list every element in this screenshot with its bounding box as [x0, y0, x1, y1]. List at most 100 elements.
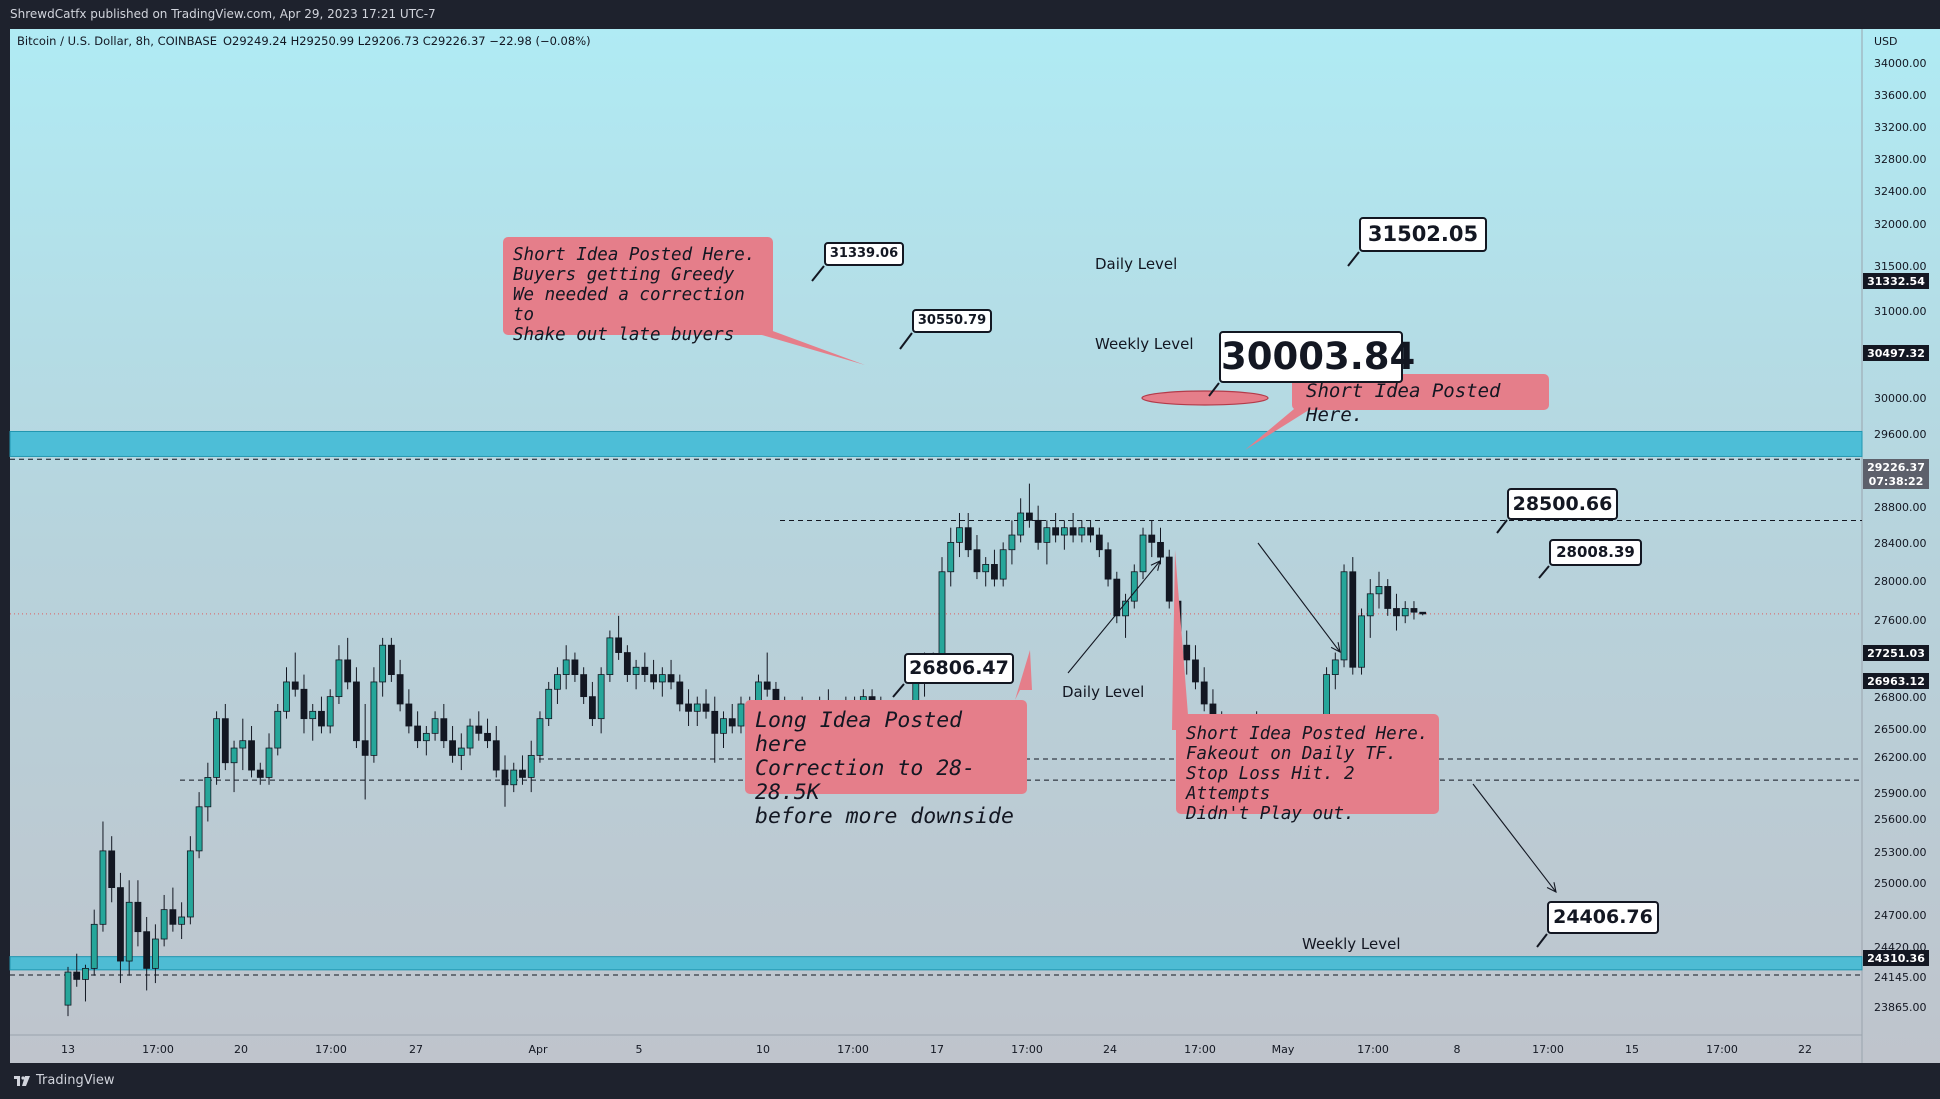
y-tick-label: 26800.00	[1874, 691, 1927, 704]
candle-106	[991, 549, 998, 587]
candle-body	[265, 747, 273, 778]
candle-body	[248, 740, 255, 771]
candle-body	[527, 754, 535, 778]
candle-body	[658, 674, 666, 683]
candle-110	[1026, 483, 1033, 528]
callout-pointer-3	[1208, 382, 1220, 397]
candle-body	[763, 681, 771, 690]
candle-body	[99, 850, 107, 925]
candle-101	[947, 527, 955, 587]
callout-31339: 31339.06	[824, 242, 904, 266]
candle-105	[982, 557, 990, 587]
y-tick-label: 25900.00	[1874, 787, 1927, 800]
candle-body	[160, 909, 168, 940]
candle-76	[728, 703, 736, 734]
candle-70	[676, 674, 684, 712]
candle-65	[632, 659, 640, 690]
candle-body	[344, 659, 352, 683]
price-tag-2: 29226.37	[1863, 459, 1929, 475]
candle-108	[1008, 520, 1016, 565]
x-tick-label: 10	[756, 1043, 770, 1056]
candle-43	[440, 703, 448, 749]
candle-body	[1095, 534, 1103, 551]
callout-pointer-4	[1496, 519, 1508, 534]
candle-body	[973, 549, 981, 573]
candle-31	[335, 645, 343, 704]
candle-75	[720, 711, 727, 749]
candle-body	[650, 674, 657, 683]
x-tick-label: Apr	[528, 1043, 548, 1056]
candle-72	[693, 696, 701, 727]
candle-20	[239, 718, 247, 771]
candle-body	[1340, 571, 1348, 661]
y-tick-label: 24145.00	[1874, 971, 1927, 984]
note-pointer-1	[755, 325, 865, 365]
candle-body	[545, 688, 553, 720]
price-tag-6: 24310.36	[1863, 950, 1929, 966]
y-tick-label: 26200.00	[1874, 751, 1927, 764]
x-tick-label: 20	[234, 1043, 248, 1056]
trend-arrow-2	[1067, 560, 1161, 674]
candle-61	[597, 667, 605, 734]
candle-body	[711, 710, 719, 734]
candle-body	[1148, 534, 1156, 543]
brand-name: TradingView	[36, 1073, 115, 1088]
candle-8	[134, 880, 142, 947]
candle-body	[82, 967, 89, 980]
candle-body	[667, 674, 675, 683]
candle-body	[221, 718, 229, 764]
candle-body	[501, 769, 509, 786]
candle-27	[300, 674, 308, 734]
candle-58	[571, 652, 579, 682]
x-tick-label: May	[1272, 1043, 1295, 1056]
candle-32	[344, 637, 352, 690]
x-tick-label: 27	[409, 1043, 423, 1056]
level-label-weekly: Weekly Level	[1095, 335, 1194, 353]
candle-body	[676, 681, 684, 705]
x-tick-label: 17:00	[1706, 1043, 1738, 1056]
candle-4	[99, 821, 107, 932]
callout-pointer-7	[1536, 933, 1548, 948]
candle-64	[623, 645, 631, 682]
candle-body	[999, 549, 1007, 580]
candle-111	[1034, 505, 1042, 550]
trend-arrow-head-1	[1546, 882, 1557, 894]
candle-22	[256, 762, 264, 785]
candle-130	[1200, 667, 1208, 712]
candle-body	[414, 725, 422, 742]
candle-body	[991, 564, 998, 580]
y-tick-label: 23865.00	[1874, 1001, 1927, 1014]
y-tick-label: 28000.00	[1874, 575, 1927, 588]
candle-28	[309, 703, 317, 741]
price-tag-text: 07:38:22	[1869, 475, 1924, 488]
candle-24	[274, 703, 282, 756]
publish-info-text: ShrewdCatfx published on TradingView.com…	[10, 7, 436, 21]
candle-body	[387, 644, 395, 675]
candle-body	[1393, 608, 1400, 617]
candle-118	[1095, 527, 1103, 558]
price-tag-text: 30497.32	[1867, 347, 1925, 360]
candle-7	[125, 880, 133, 976]
candle-body	[239, 740, 247, 749]
candle-body	[1113, 578, 1121, 617]
note-pointer-2	[1245, 398, 1312, 450]
candle-119	[1104, 542, 1112, 587]
candle-body	[728, 718, 736, 727]
candle-body	[422, 732, 430, 742]
candle-50	[501, 755, 509, 807]
candle-body	[186, 850, 194, 918]
price-tag-3: 07:38:22	[1863, 473, 1929, 489]
candle-21	[248, 726, 255, 778]
ohlc-legend: O29249.24 H29250.99 L29206.73 C29226.37 …	[223, 34, 591, 48]
candle-body	[335, 659, 343, 698]
trend-arrow-0	[1257, 542, 1341, 653]
candle-body	[449, 740, 456, 756]
candle-body	[1157, 541, 1164, 558]
candle-53	[527, 740, 535, 793]
candle-71	[685, 689, 692, 727]
candle-41	[422, 726, 430, 756]
price-tag-bg	[1863, 950, 1929, 966]
y-tick-label: 25300.00	[1874, 846, 1927, 859]
callout-pointer-5	[1538, 565, 1550, 579]
